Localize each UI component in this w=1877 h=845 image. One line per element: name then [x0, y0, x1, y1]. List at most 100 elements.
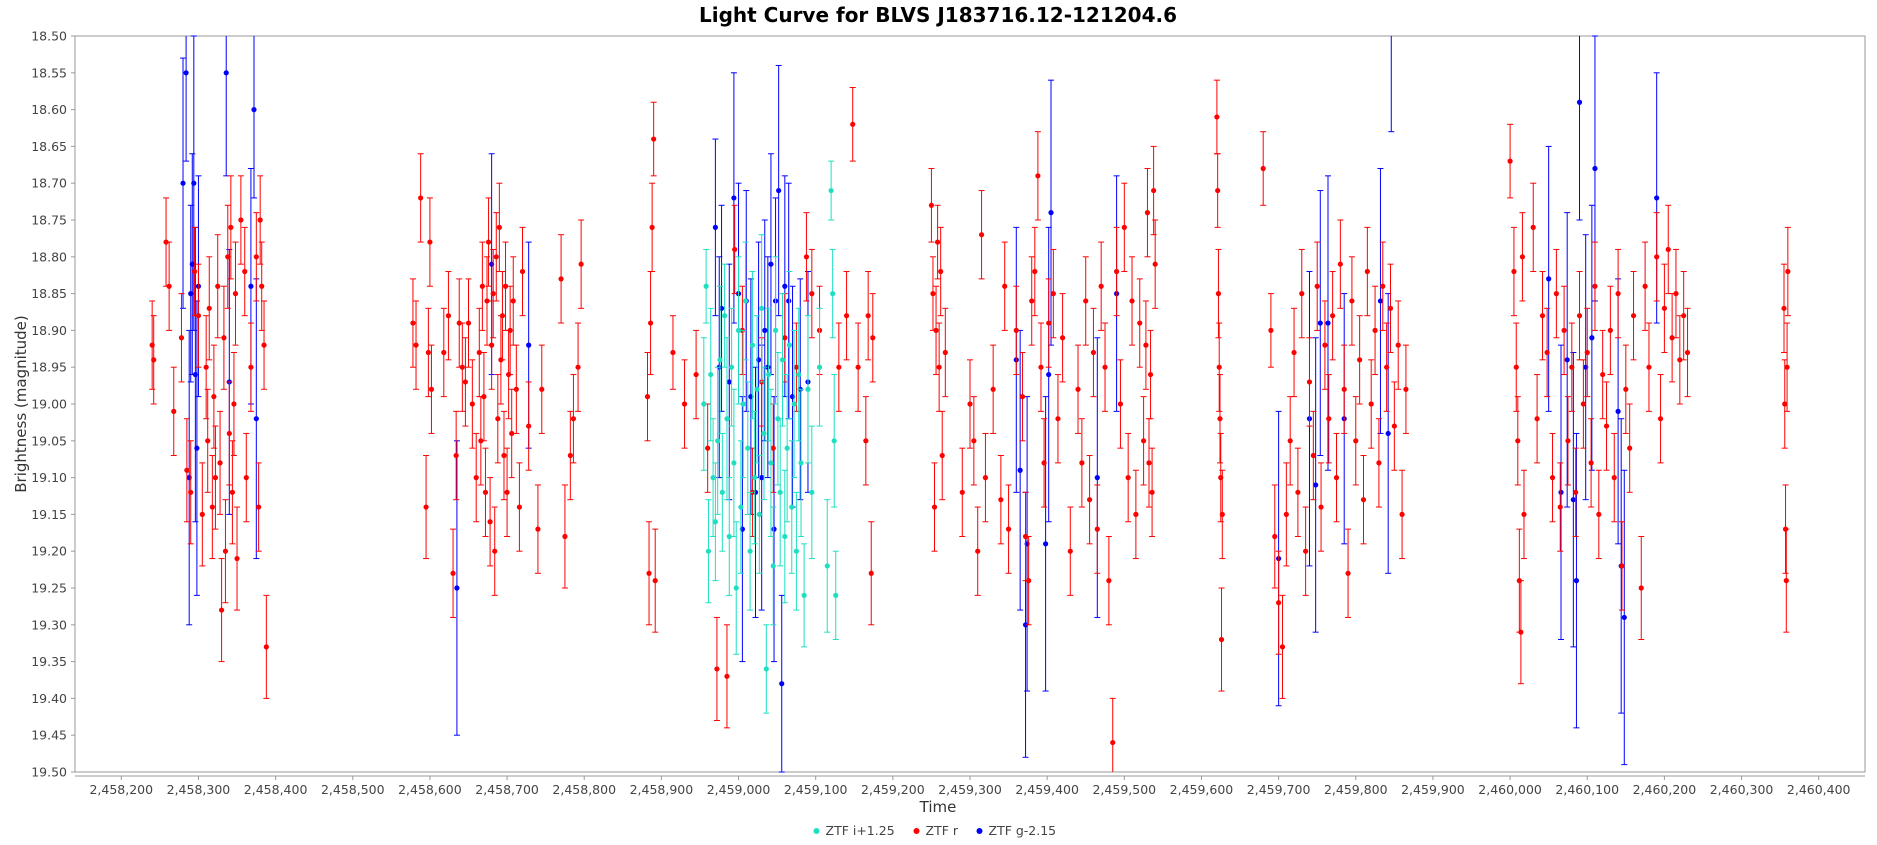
data-point	[1050, 291, 1056, 297]
data-point	[248, 283, 254, 289]
data-point	[1403, 386, 1409, 392]
data-point	[1098, 283, 1104, 289]
data-point	[1029, 298, 1035, 304]
data-point	[714, 666, 720, 672]
y-tick-label: 19.05	[31, 433, 67, 448]
data-point	[703, 283, 709, 289]
data-point	[1059, 335, 1066, 341]
data-point	[793, 364, 800, 370]
data-point	[1129, 298, 1135, 304]
y-axis: 18.50 18.55 18.60 18.65 18.70 18.75 18.80 18.85…	[31, 29, 75, 780]
x-tick-label: 2,459,300	[938, 782, 1002, 797]
data-point	[1337, 261, 1343, 267]
data-point	[1317, 320, 1323, 326]
data-point	[777, 489, 783, 495]
data-point	[789, 504, 795, 510]
data-point	[708, 371, 714, 378]
data-point	[234, 555, 240, 562]
data-point	[978, 232, 985, 238]
data-point	[1330, 313, 1336, 319]
data-point	[975, 548, 981, 554]
y-tick-label: 18.95	[31, 360, 67, 375]
data-point	[731, 460, 737, 466]
data-point	[496, 224, 502, 230]
data-point	[188, 489, 194, 495]
data-point	[478, 438, 484, 444]
data-point	[1507, 158, 1513, 164]
legend-marker	[813, 828, 820, 834]
data-point	[705, 445, 711, 451]
data-point	[259, 283, 265, 289]
x-tick-label: 2,459,600	[1170, 782, 1234, 797]
data-point	[836, 364, 842, 370]
data-point	[649, 224, 655, 230]
data-point	[870, 335, 876, 341]
data-point	[1326, 416, 1332, 422]
data-point	[779, 357, 786, 363]
data-point	[749, 342, 756, 348]
data-point	[1360, 497, 1367, 503]
data-point	[499, 313, 506, 319]
data-point	[171, 408, 177, 414]
data-point	[833, 592, 839, 598]
data-point	[558, 276, 564, 282]
data-point	[1387, 305, 1394, 311]
data-point	[1539, 313, 1546, 319]
data-point	[1291, 349, 1297, 356]
data-point	[1219, 511, 1225, 517]
data-point	[454, 585, 460, 591]
data-point	[501, 452, 507, 459]
data-point	[1067, 548, 1073, 554]
data-point	[456, 320, 462, 326]
data-point	[1268, 327, 1274, 333]
x-axis: 2,458,200 2,458,300 2,458,400 2,458,500 2,45…	[75, 775, 1865, 797]
data-point	[865, 313, 871, 319]
data-point	[217, 460, 223, 466]
data-point	[1783, 578, 1789, 584]
data-point	[203, 364, 209, 370]
data-point	[459, 364, 465, 370]
data-point	[752, 475, 758, 481]
data-point	[1549, 475, 1556, 481]
data-point	[1046, 320, 1052, 326]
data-point	[681, 401, 688, 407]
data-point	[1673, 291, 1679, 297]
data-point	[1657, 416, 1664, 422]
data-point	[1043, 541, 1049, 547]
data-point	[670, 349, 676, 356]
data-point	[938, 268, 944, 275]
data-point	[248, 364, 254, 370]
data-point	[1046, 371, 1052, 378]
x-tick-label: 2,458,300	[167, 782, 231, 797]
data-point	[450, 570, 456, 576]
data-point	[1314, 283, 1320, 289]
data-point	[1083, 298, 1089, 304]
data-point	[1110, 739, 1116, 746]
data-point	[732, 246, 738, 253]
y-tick-label: 18.70	[31, 176, 67, 191]
data-point	[166, 283, 172, 289]
data-point	[1137, 320, 1143, 326]
data-point	[1279, 644, 1286, 650]
data-point	[763, 666, 769, 672]
x-tick-label: 2,459,100	[784, 782, 848, 797]
data-point	[509, 430, 515, 437]
data-point	[726, 533, 732, 540]
data-point	[1589, 335, 1595, 341]
data-point	[933, 327, 939, 333]
data-point	[1038, 364, 1044, 370]
data-point	[796, 371, 802, 378]
data-point	[1345, 570, 1351, 576]
y-tick-label: 19.45	[31, 728, 67, 743]
data-point	[513, 386, 519, 392]
data-point	[1368, 401, 1374, 407]
data-point	[759, 475, 765, 481]
data-point	[229, 489, 235, 495]
data-point	[1557, 504, 1563, 510]
y-tick-label: 18.90	[31, 323, 67, 338]
data-point	[516, 504, 523, 510]
data-point	[731, 195, 737, 201]
data-point	[766, 371, 772, 378]
data-point	[445, 313, 452, 319]
